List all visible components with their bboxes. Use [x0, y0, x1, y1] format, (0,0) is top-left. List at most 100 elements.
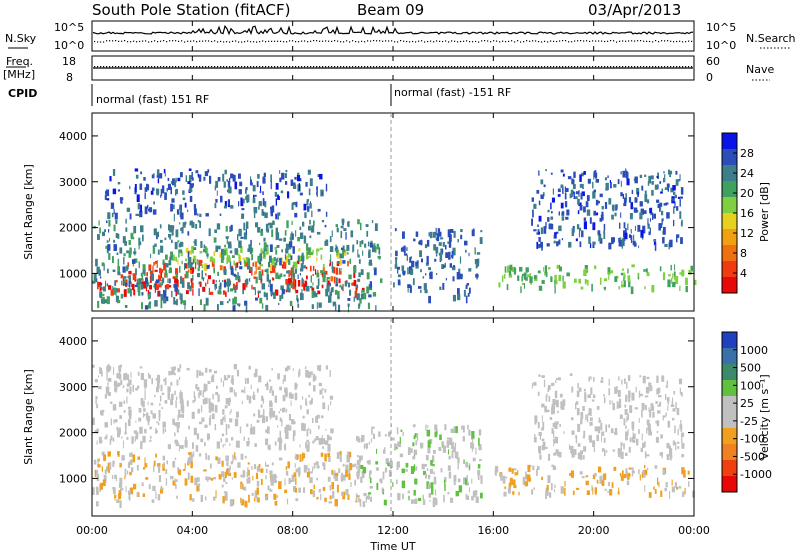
velocity-cell [371, 426, 375, 429]
velocity-cell [594, 472, 597, 477]
nave-dot [274, 66, 276, 68]
power-cell [531, 218, 533, 226]
power-cell [452, 247, 456, 256]
power-cell [611, 214, 614, 220]
y-tick-label: 4000 [59, 130, 87, 143]
power-cell [637, 191, 639, 197]
velocity-cell [188, 425, 190, 430]
velocity-cell [421, 463, 425, 470]
nsearch-dot [553, 40, 555, 42]
velocity-cell [112, 437, 115, 442]
power-cell [594, 170, 597, 177]
velocity-cell [295, 478, 297, 485]
power-cell [565, 188, 569, 192]
velocity-cell [608, 481, 610, 487]
velocity-cell [645, 387, 650, 394]
power-cell [225, 236, 229, 239]
velocity-cell [239, 426, 242, 434]
power-cell [241, 213, 245, 219]
velocity-cell [153, 464, 155, 472]
nave-dot [553, 66, 555, 68]
velocity-cell [215, 490, 217, 499]
velocity-cell [444, 424, 447, 431]
power-cell [175, 188, 178, 194]
power-cell [538, 285, 543, 291]
power-cell [108, 219, 111, 227]
velocity-cell [114, 493, 116, 501]
velocity-cell [545, 491, 547, 499]
nsearch-dot [214, 40, 216, 42]
power-cell [163, 262, 167, 271]
power-cell [548, 267, 551, 270]
velocity-cell [585, 414, 587, 421]
velocity-cell [620, 443, 622, 452]
power-cell [265, 223, 269, 232]
velocity-cell [251, 492, 254, 496]
velocity-cell [305, 370, 309, 378]
velocity-cell [478, 437, 480, 446]
nsearch-dot [433, 41, 435, 43]
velocity-cell [179, 364, 182, 369]
velocity-cell [277, 373, 280, 380]
velocity-cell [580, 450, 583, 455]
power-cell [407, 287, 409, 293]
velocity-cell [601, 435, 603, 442]
velocity-cell [503, 491, 507, 497]
power-cell [153, 201, 155, 205]
velocity-cell [451, 441, 454, 450]
velocity-cell [148, 374, 151, 379]
power-cell [428, 232, 430, 237]
velocity-cell [564, 481, 566, 487]
velocity-cell [218, 474, 222, 480]
nsearch-dot [691, 40, 693, 42]
velocity-cell [531, 489, 534, 495]
power-cell [457, 239, 459, 243]
velocity-cell [315, 435, 319, 441]
velocity-cell [269, 470, 273, 475]
velocity-cell [257, 497, 260, 503]
power-cell [117, 233, 120, 239]
power-cell [207, 169, 210, 173]
velocity-cell [457, 478, 461, 483]
velocity-cell [528, 477, 532, 481]
power-cell [666, 183, 670, 188]
velocity-cell [167, 444, 171, 450]
power-cell [128, 275, 131, 283]
velocity-cell [618, 376, 620, 381]
velocity-cell [282, 379, 284, 384]
velocity-cell [463, 459, 465, 464]
power-cell [331, 261, 334, 270]
velocity-cell [288, 414, 291, 421]
power-cell [263, 248, 267, 252]
power-cell [613, 184, 617, 188]
velocity-cell [673, 442, 677, 445]
velocity-cell [480, 492, 483, 499]
velocity-cell [136, 464, 139, 471]
velocity-cell [129, 387, 132, 395]
power-cell [318, 302, 322, 308]
velocity-cell [260, 478, 263, 485]
velocity-cell [288, 477, 291, 484]
velocity-cell [658, 481, 660, 488]
velocity-cell [92, 364, 95, 368]
velocity-cell [534, 434, 536, 442]
power-cell [647, 218, 649, 226]
power-cell [302, 221, 305, 227]
power-cell [162, 259, 165, 264]
velocity-cell [113, 366, 115, 375]
velocity-cell [179, 392, 183, 399]
velocity-cell [392, 482, 394, 487]
power-cell [257, 290, 259, 298]
nsearch-dot [562, 40, 564, 42]
velocity-cell [127, 490, 131, 495]
velocity-cell [517, 470, 519, 476]
velocity-cell [127, 419, 131, 426]
power-cell [321, 284, 324, 289]
velocity-cell [646, 427, 648, 434]
power-cell [599, 277, 602, 285]
power-cell [246, 221, 249, 229]
power-cell [210, 291, 214, 295]
power-cell [612, 206, 615, 212]
power-cell [560, 202, 564, 209]
power-cell [646, 199, 650, 204]
